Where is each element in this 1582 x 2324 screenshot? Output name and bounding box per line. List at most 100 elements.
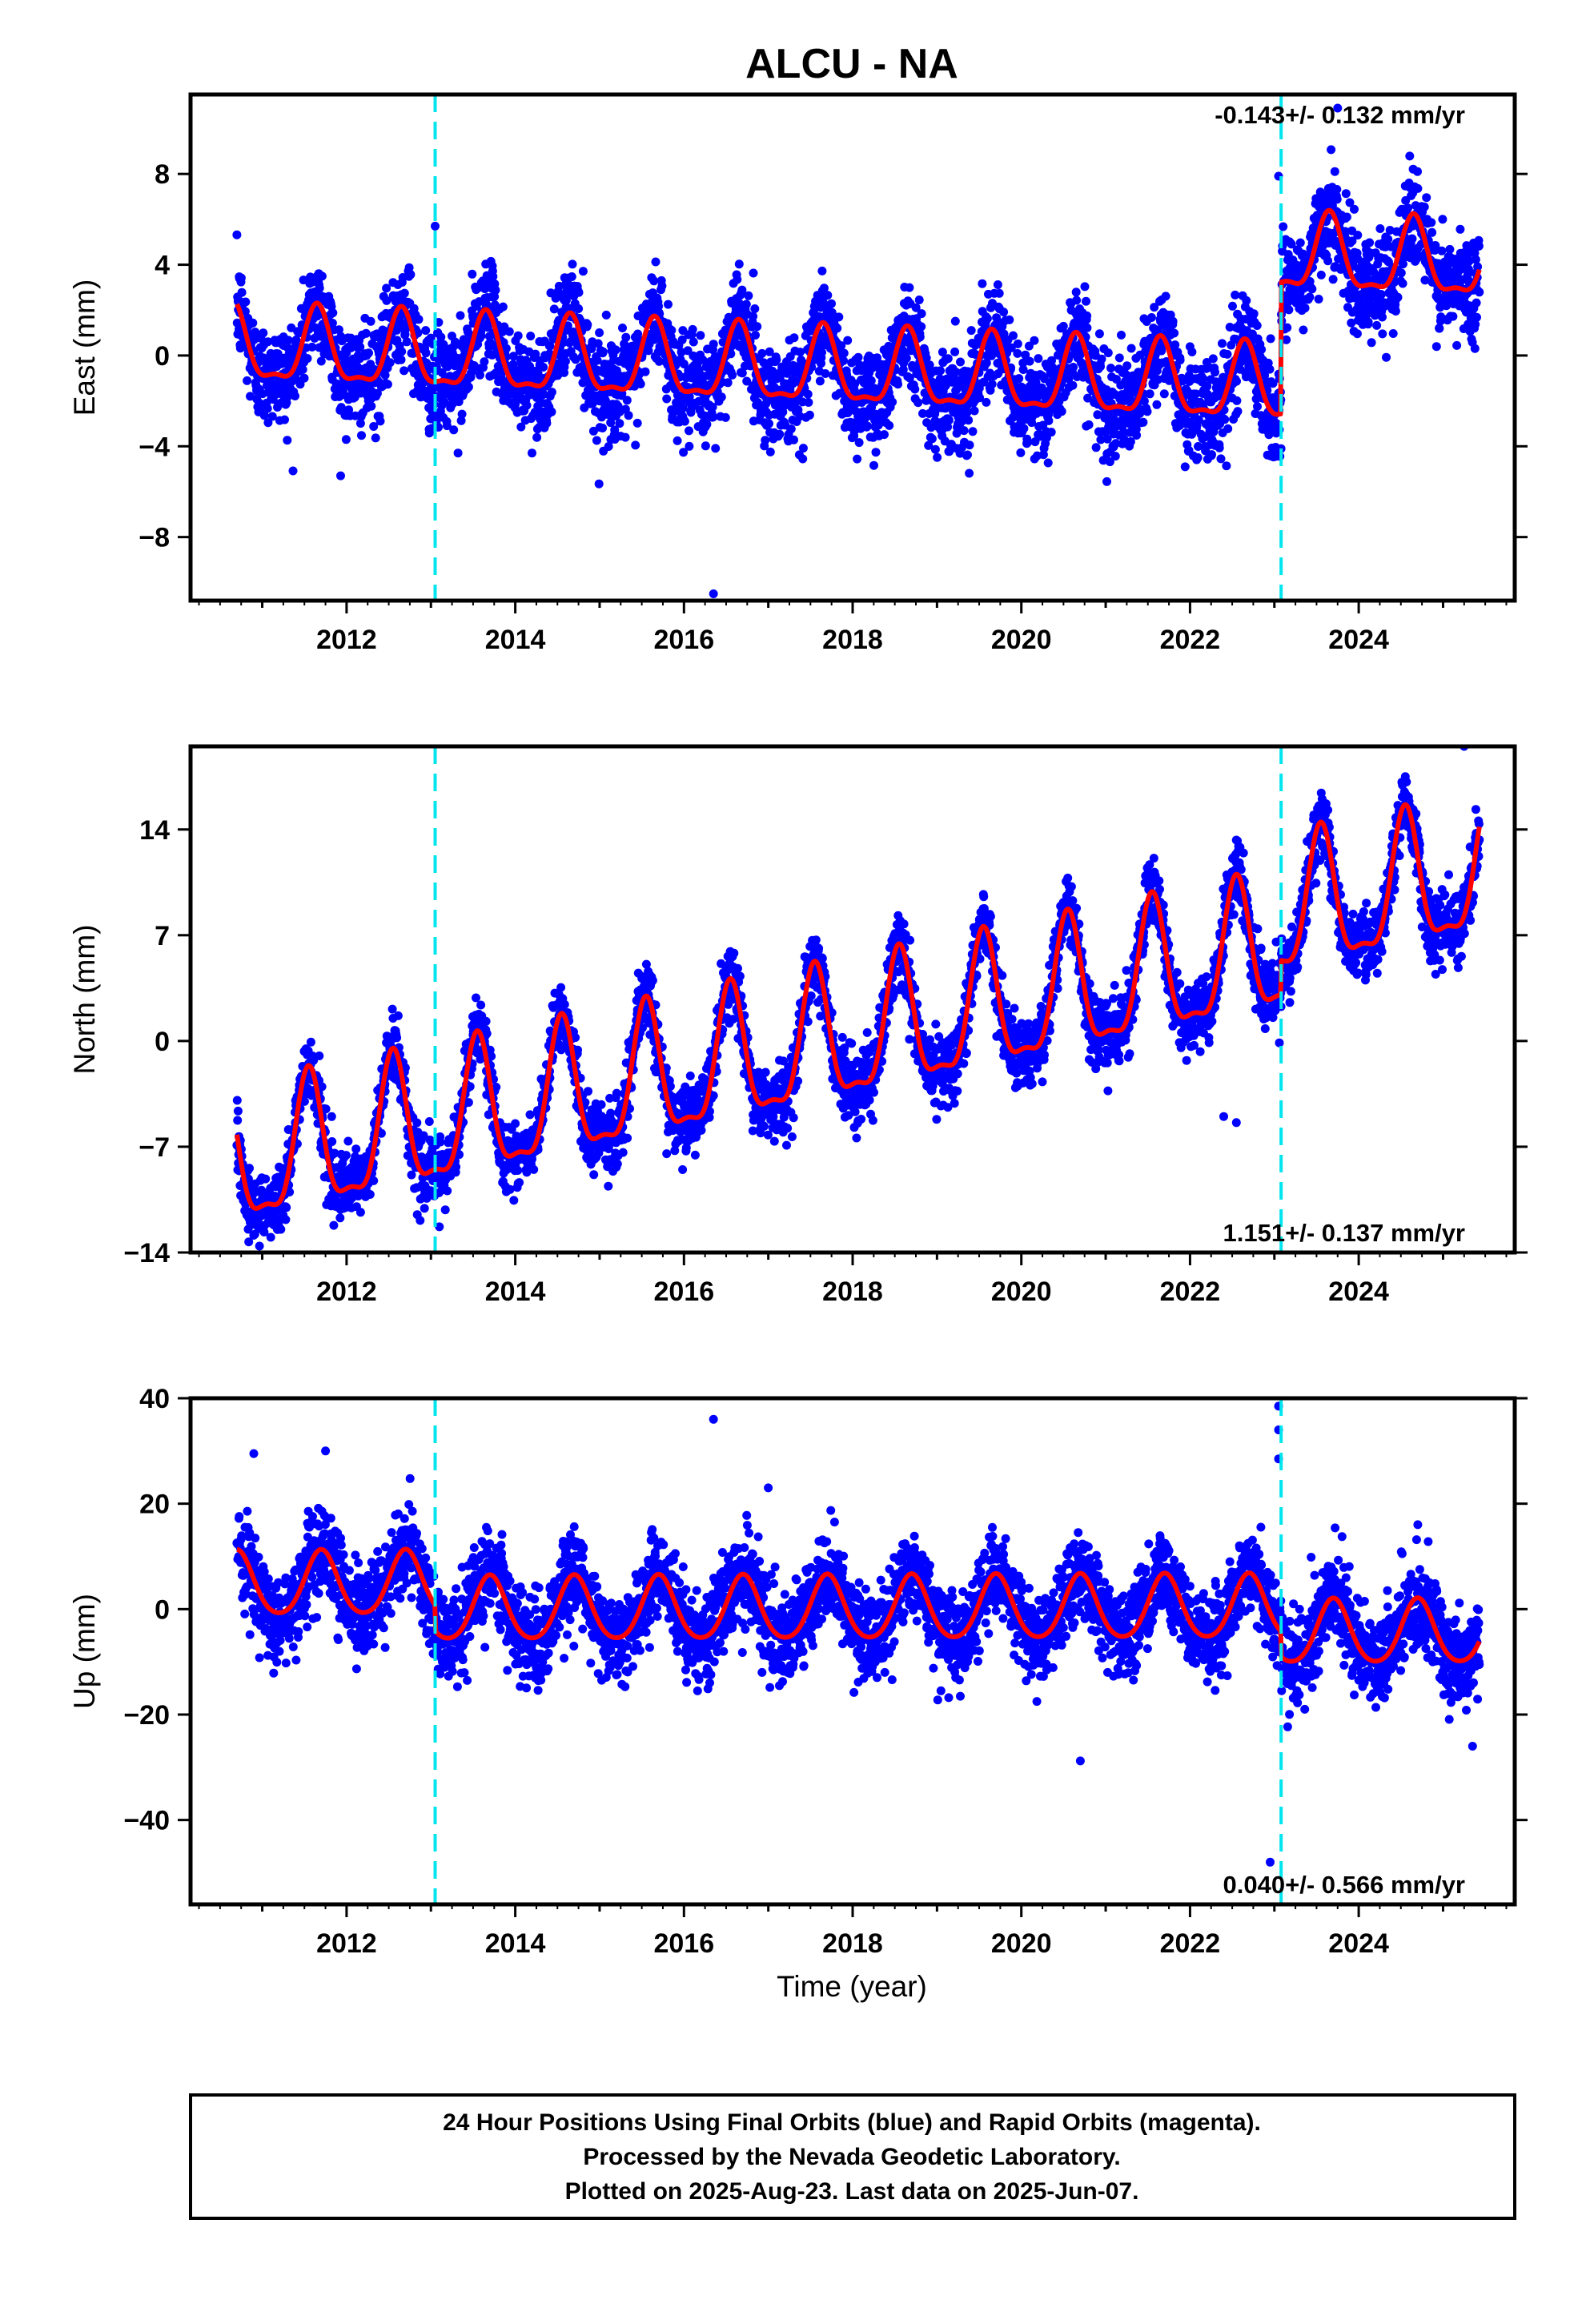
data-point	[288, 466, 298, 476]
data-point	[263, 404, 272, 413]
data-point	[726, 349, 736, 359]
data-point	[1266, 334, 1275, 344]
data-point	[905, 283, 914, 292]
y-tick-label: −8	[139, 523, 170, 553]
data-point	[1080, 282, 1090, 292]
data-point	[965, 468, 974, 478]
data-point	[1314, 295, 1323, 304]
data-point	[1407, 234, 1417, 243]
data-point	[283, 336, 293, 345]
data-point	[1365, 238, 1375, 247]
data-point	[1295, 238, 1305, 247]
data-point	[547, 407, 556, 416]
data-point	[905, 373, 914, 383]
data-point	[737, 285, 747, 295]
data-point	[377, 334, 387, 344]
data-point	[1013, 348, 1022, 358]
data-point	[1093, 410, 1102, 420]
data-point	[508, 352, 518, 361]
data-point	[298, 365, 307, 374]
data-point	[721, 412, 730, 422]
data-point	[943, 354, 953, 364]
data-point	[901, 353, 911, 363]
data-point	[917, 309, 926, 319]
data-point	[241, 297, 251, 307]
data-point	[921, 353, 931, 363]
data-point	[592, 356, 602, 365]
data-point	[1323, 256, 1333, 266]
data-point	[1413, 167, 1422, 176]
data-point	[307, 278, 316, 287]
data-point	[804, 398, 813, 407]
data-point	[1265, 364, 1275, 374]
data-point	[357, 431, 366, 440]
data-point	[498, 302, 508, 312]
data-point	[1072, 296, 1082, 305]
data-point	[631, 440, 640, 450]
data-point	[817, 348, 826, 357]
data-point	[685, 426, 693, 436]
data-point	[385, 358, 395, 368]
data-point	[232, 230, 242, 239]
data-point	[1044, 416, 1054, 425]
data-point	[366, 316, 375, 326]
data-point	[276, 1224, 286, 1234]
data-point	[765, 419, 773, 428]
data-point	[926, 423, 936, 432]
data-point	[406, 270, 416, 279]
data-point	[1119, 435, 1129, 444]
data-point	[1187, 348, 1197, 356]
data-point	[956, 357, 965, 367]
data-point	[367, 401, 376, 411]
data-point	[1159, 389, 1169, 399]
data-point	[850, 379, 860, 388]
data-point	[651, 257, 661, 267]
data-point	[1168, 316, 1178, 326]
data-point	[549, 304, 559, 314]
data-point	[480, 284, 490, 294]
data-point	[315, 1051, 324, 1060]
data-point	[1372, 320, 1382, 330]
data-point	[365, 1190, 375, 1199]
data-point	[1019, 424, 1029, 433]
data-point	[1222, 461, 1231, 471]
outlier-point	[709, 589, 718, 598]
data-point	[1069, 363, 1078, 372]
data-point	[786, 424, 796, 434]
data-point	[1106, 364, 1115, 373]
data-point	[709, 412, 718, 422]
data-point	[1038, 450, 1048, 460]
data-point	[765, 447, 775, 456]
data-point	[400, 288, 409, 298]
data-point	[1046, 428, 1056, 437]
data-point	[1382, 352, 1391, 362]
data-point	[1122, 361, 1132, 371]
data-point	[1327, 145, 1336, 155]
data-point	[526, 332, 536, 341]
data-point	[1316, 270, 1326, 279]
data-point	[561, 296, 571, 305]
data-point	[994, 288, 1004, 298]
data-point	[775, 429, 785, 439]
data-point	[396, 316, 405, 326]
data-point	[263, 418, 273, 428]
data-point	[233, 1116, 243, 1125]
data-point	[1084, 420, 1094, 429]
data-point	[950, 347, 960, 356]
data-point	[421, 326, 431, 336]
data-point	[1427, 218, 1436, 227]
data-point	[1057, 407, 1066, 416]
data-point	[936, 366, 945, 376]
data-point	[1398, 279, 1407, 288]
data-point	[1456, 224, 1465, 234]
data-point	[963, 450, 972, 460]
data-point	[1232, 396, 1242, 405]
data-point	[1300, 304, 1310, 313]
data-point	[343, 1136, 353, 1146]
data-point	[560, 356, 570, 366]
data-point	[1383, 235, 1393, 244]
data-point	[1083, 393, 1093, 403]
data-point	[911, 303, 921, 312]
data-point	[815, 376, 825, 386]
y-axis-label: East (mm)	[68, 279, 101, 416]
